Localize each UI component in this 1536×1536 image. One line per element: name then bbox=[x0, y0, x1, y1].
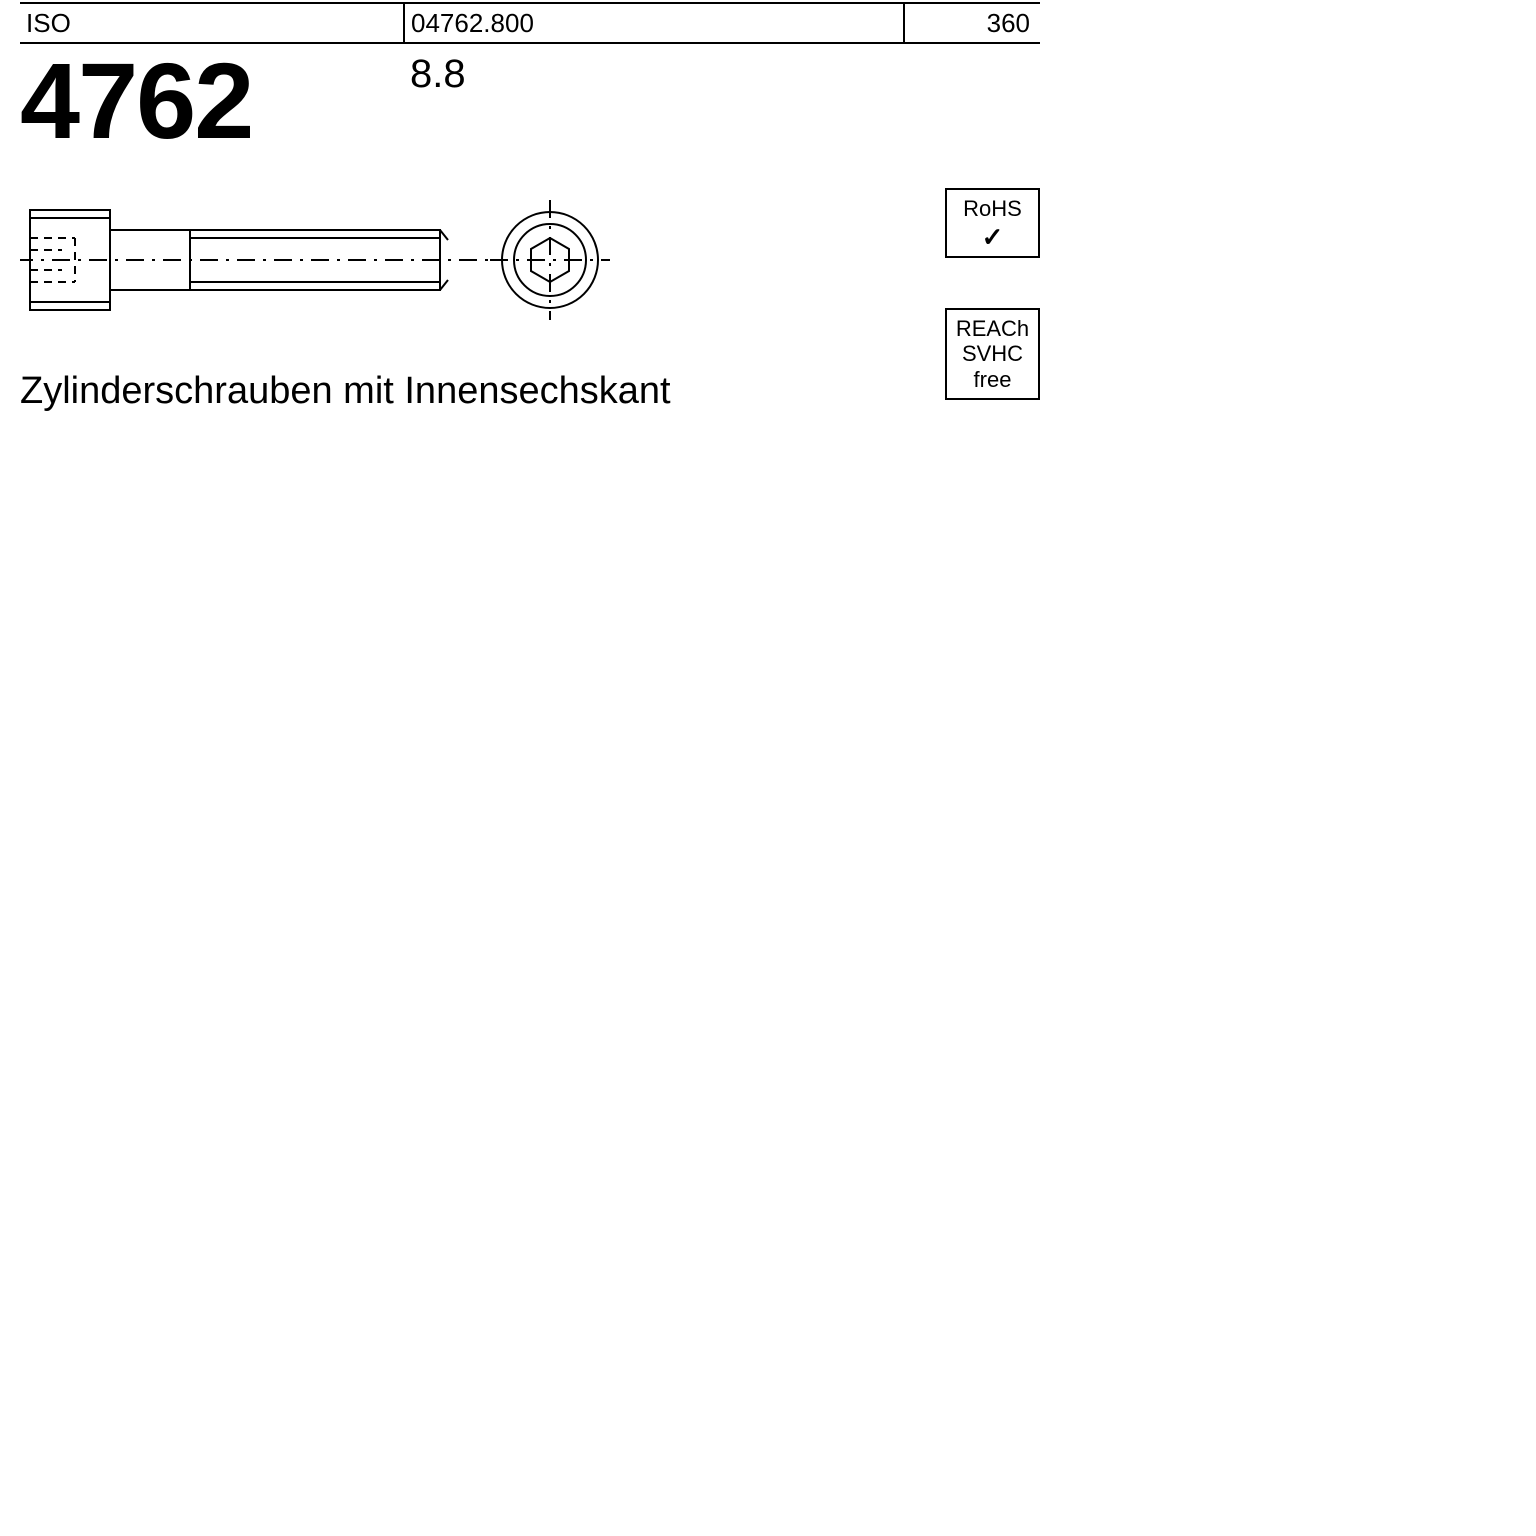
product-description: Zylinderschrauben mit Innensechskant bbox=[20, 370, 671, 413]
strength-grade: 8.8 bbox=[410, 52, 466, 97]
header-standard: ISO bbox=[20, 4, 405, 42]
header-code: 04762.800 bbox=[405, 4, 905, 42]
header-right-num: 360 bbox=[905, 4, 1040, 42]
product-number: 4762 bbox=[20, 38, 252, 163]
check-icon: ✓ bbox=[982, 224, 1004, 250]
rohs-badge: RoHS ✓ bbox=[945, 188, 1040, 258]
reach-line3: free bbox=[974, 367, 1012, 392]
rohs-label: RoHS bbox=[963, 196, 1022, 221]
reach-line1: REACh bbox=[956, 316, 1029, 341]
technical-drawing bbox=[20, 190, 620, 330]
product-spec-card: ISO 04762.800 360 4762 8.8 bbox=[0, 0, 1536, 1536]
reach-badge: REACh SVHC free bbox=[945, 308, 1040, 400]
reach-line2: SVHC bbox=[962, 341, 1023, 366]
